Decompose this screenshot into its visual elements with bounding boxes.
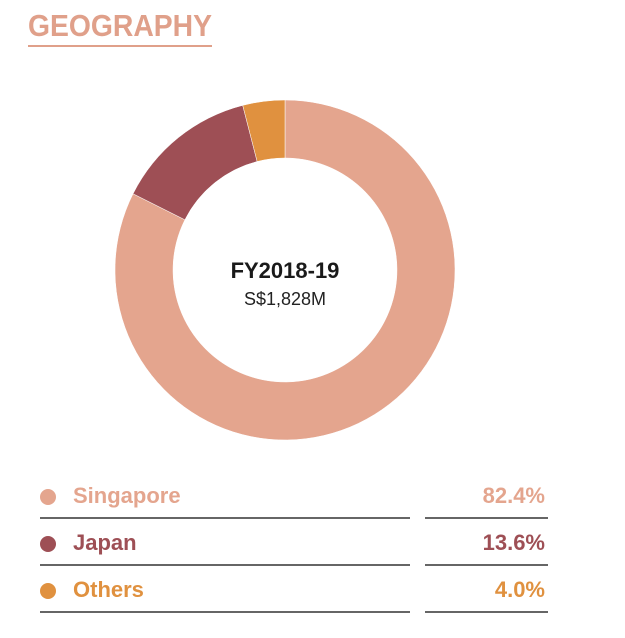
value-label: 13.6% <box>483 530 545 555</box>
donut-slice <box>114 99 456 441</box>
legend-swatch <box>40 489 56 505</box>
chart-title: GEOGRAPHY <box>28 8 212 43</box>
donut-slice <box>242 99 286 162</box>
legend-label: Others <box>73 577 144 602</box>
value-label: 4.0% <box>495 577 545 602</box>
legend-swatch <box>40 583 56 599</box>
legend-label: Japan <box>73 530 137 555</box>
value-label: 82.4% <box>483 483 545 508</box>
legend-label: Singapore <box>73 483 181 508</box>
center-subtitle: S$1,828M <box>244 289 326 309</box>
center-title: FY2018-19 <box>231 258 340 283</box>
donut-slice <box>132 105 258 221</box>
legend-swatch <box>40 536 56 552</box>
